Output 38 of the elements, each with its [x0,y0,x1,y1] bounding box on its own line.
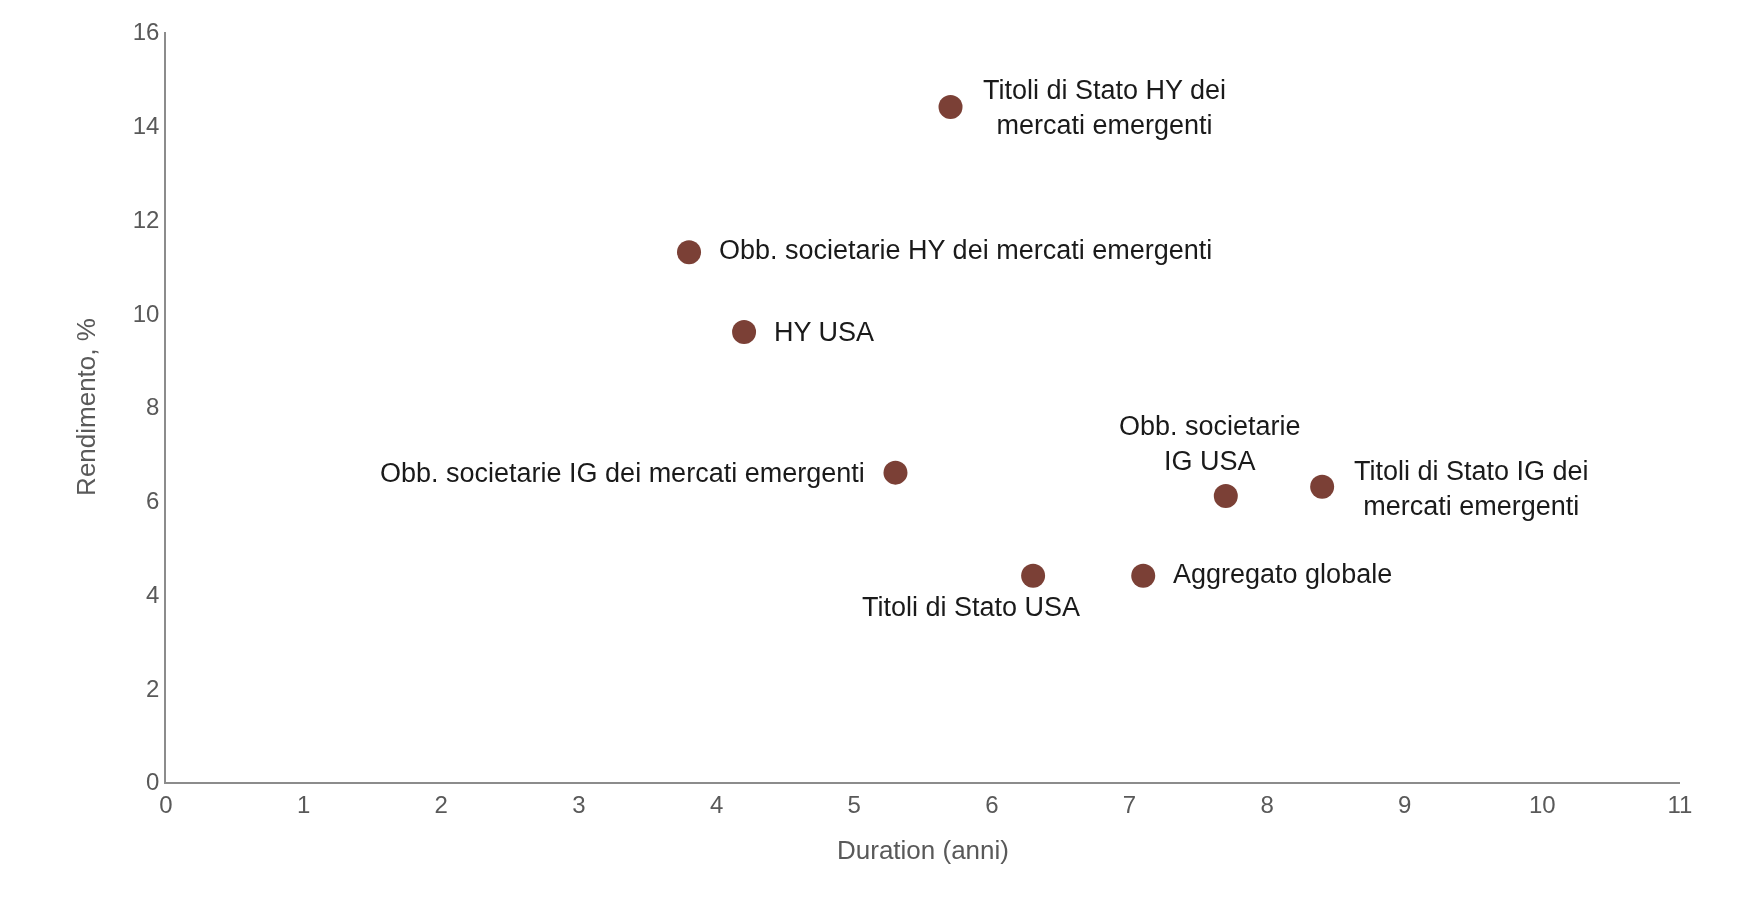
annotation: Obb. societarie IG USA [1119,411,1301,477]
point [938,95,963,119]
x-tick-label: 8 [1260,790,1274,818]
point [1021,563,1046,588]
annotation: Titoli di Stato USA [862,592,1081,622]
x-tick-label: 2 [434,790,448,818]
y-tick-label: 10 [132,299,160,327]
x-tick-label: 1 [296,790,311,818]
y-tick-label: 8 [146,393,160,421]
y-tick-label: 14 [132,112,160,140]
point [1131,563,1156,588]
y-tick-label: 12 [132,205,160,233]
x-tick-label: 6 [985,790,999,818]
y-tick-label: 16 [132,18,160,46]
y-tick-label: 6 [146,487,160,515]
point [732,320,757,344]
annotation: Obb. societarie HY dei mercati emergenti [719,235,1213,265]
x-axis-title: Duration (anni) [837,834,1009,865]
y-tick-label: 2 [146,674,160,702]
x-tick-label: 4 [709,790,724,818]
y-tick-label: 4 [146,580,160,608]
annotation: Aggregato globale [1173,559,1393,589]
annotation: HY USA [774,317,875,347]
x-tick-label: 7 [1122,790,1137,818]
x-tick-label: 11 [1667,790,1693,818]
annotation: Titoli di Stato HY dei mercati emergenti [983,75,1227,141]
annotation: Obb. societarie IG dei mercati emergenti [380,458,865,488]
y-tick-label: 0 [146,768,160,796]
y-axis-title: Rendimento, % [70,318,101,496]
annotation: Titoli di Stato IG dei mercati emergenti [1354,456,1589,522]
x-tick-label: 5 [847,790,861,818]
x-tick-label: 3 [572,790,586,818]
point [677,240,702,265]
point [883,460,908,485]
x-tick-label: 10 [1529,790,1556,818]
x-tick-label: 9 [1398,790,1412,818]
point [1213,484,1238,509]
point [1310,474,1335,499]
